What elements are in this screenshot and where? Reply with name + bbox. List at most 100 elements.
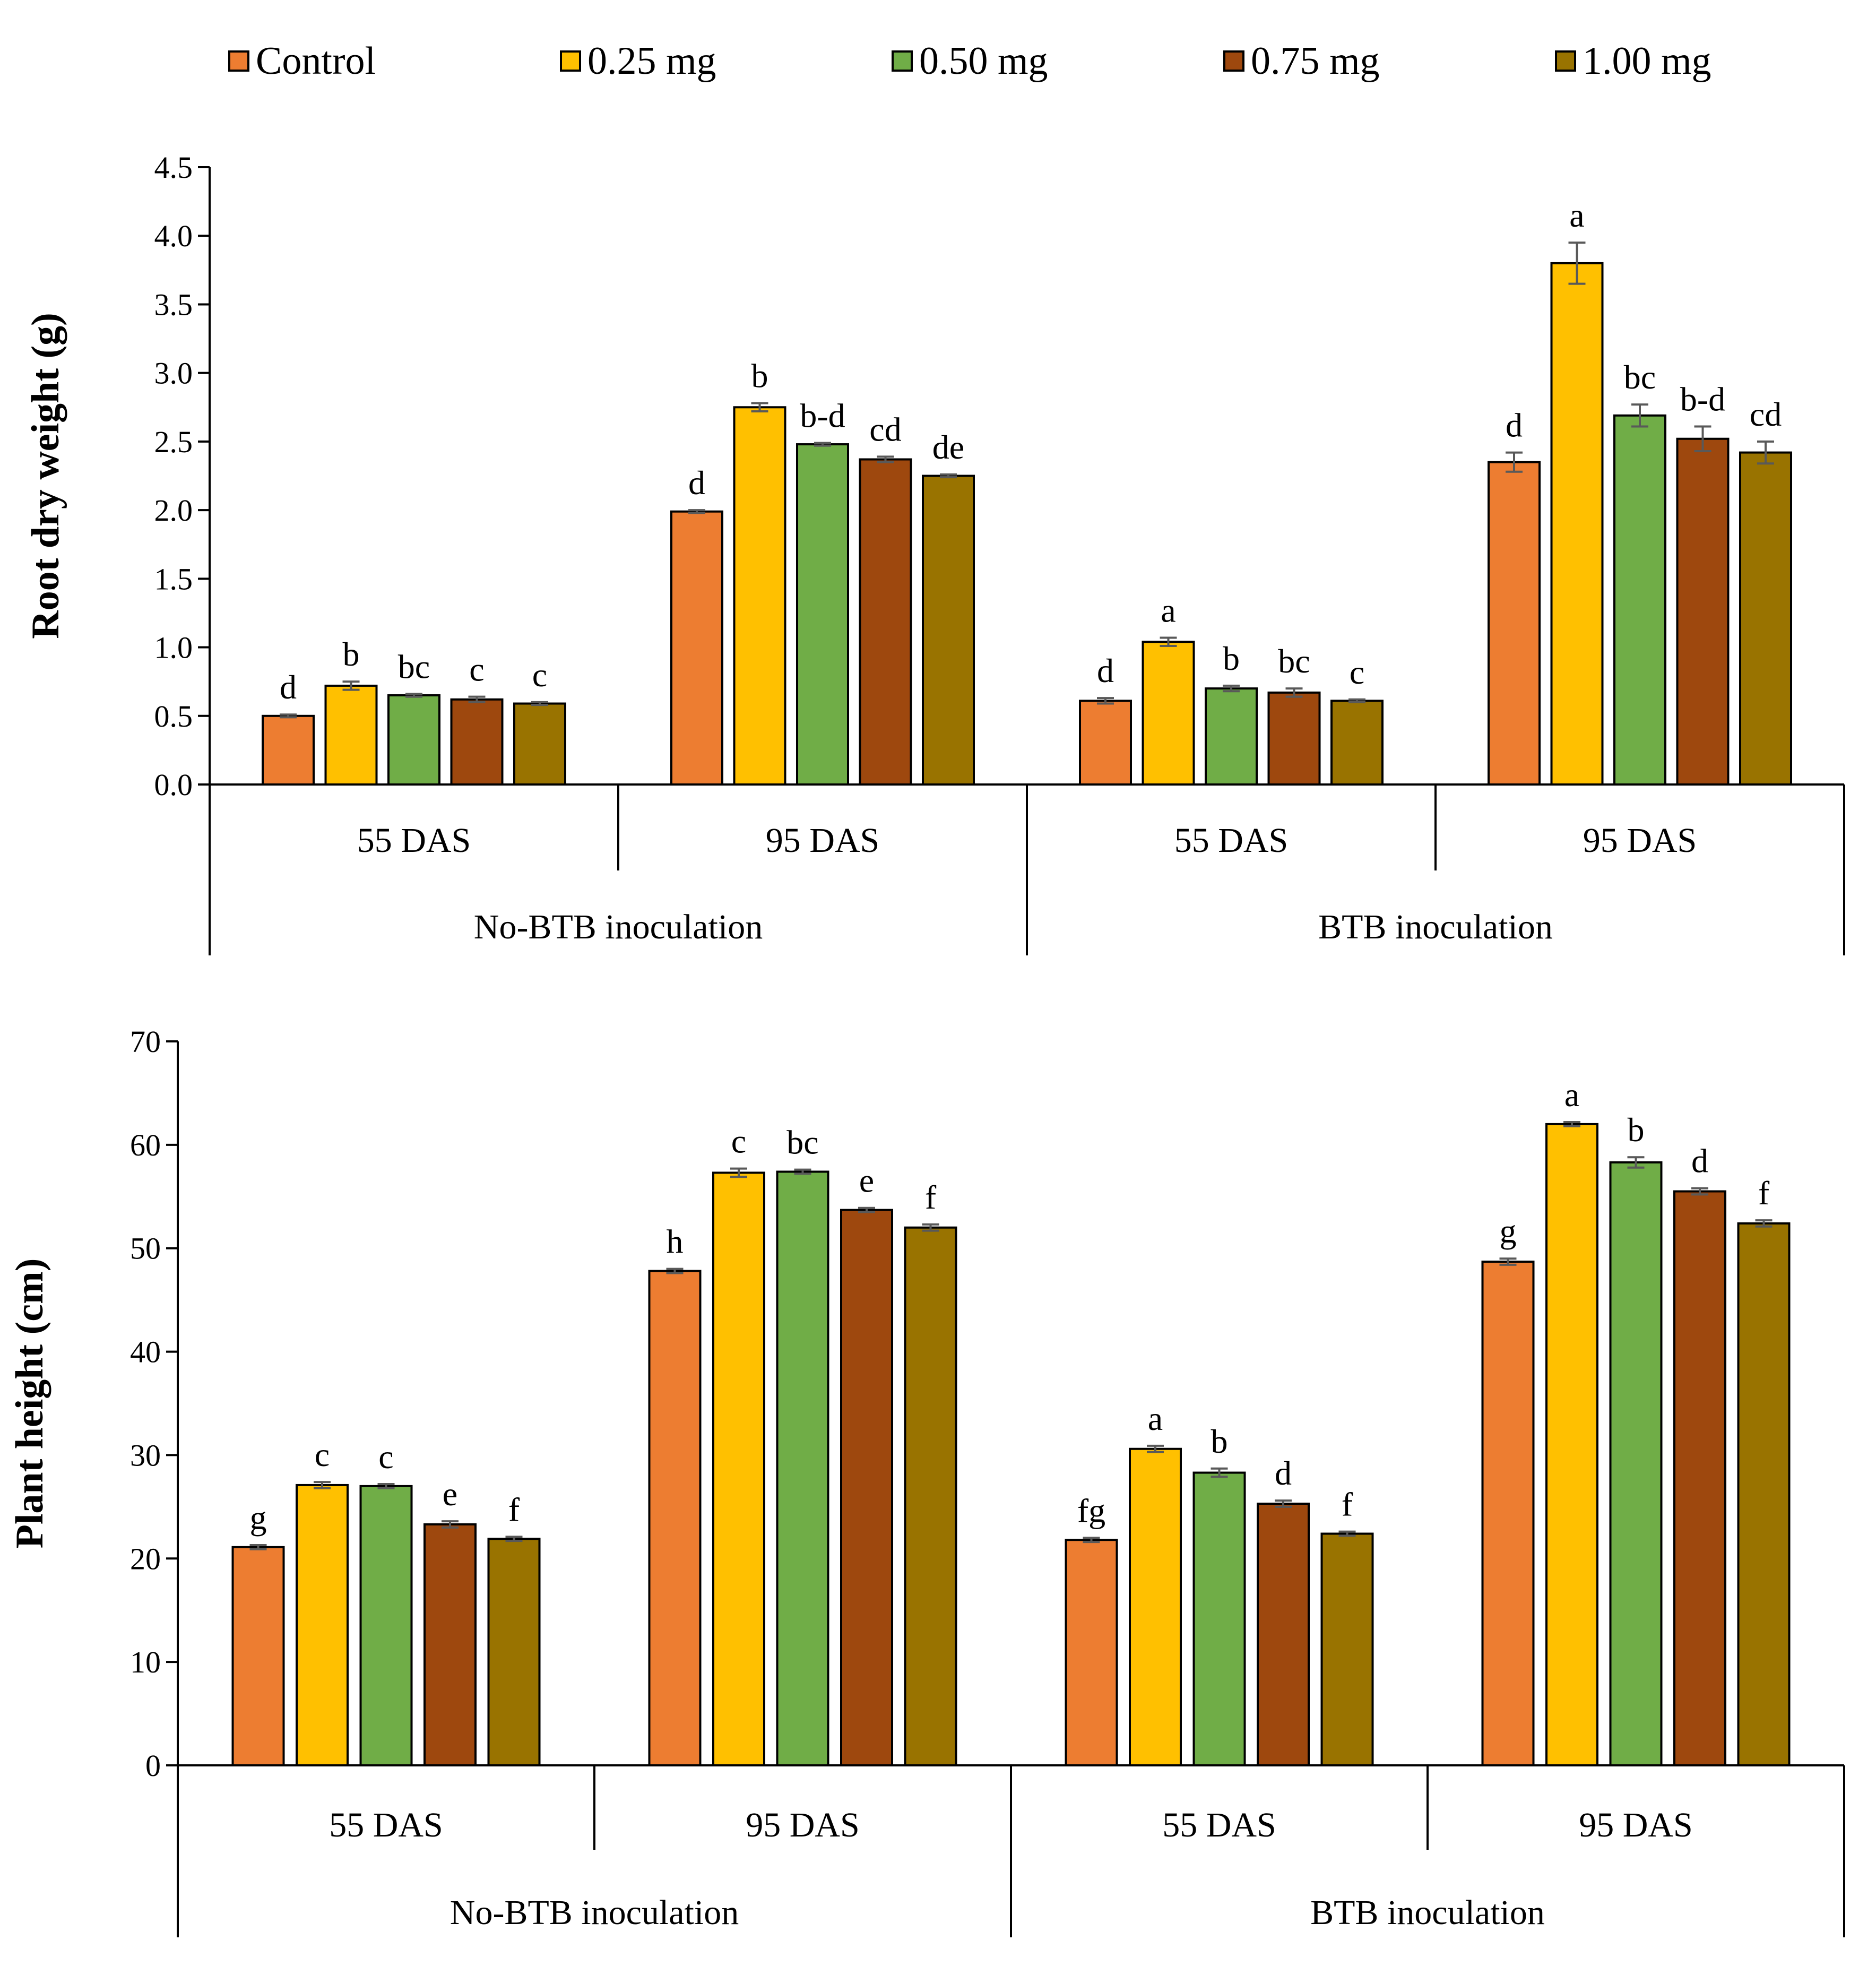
bar xyxy=(1739,451,1792,786)
y-tick-label: 0 xyxy=(145,1748,161,1783)
bar xyxy=(1737,1222,1791,1766)
bar xyxy=(231,1546,285,1766)
bar xyxy=(1481,1261,1535,1766)
y-tick-label: 60 xyxy=(130,1128,161,1162)
error-bar xyxy=(1083,1537,1100,1544)
significance-letter: c xyxy=(532,656,547,694)
significance-letter: de xyxy=(932,428,964,466)
significance-letter: g xyxy=(1500,1212,1517,1250)
significance-letter: f xyxy=(925,1178,937,1216)
error-bar xyxy=(1499,1257,1517,1266)
y-tick-label: 4.5 xyxy=(154,150,193,185)
significance-letter: d xyxy=(1506,407,1523,444)
significance-letter: b xyxy=(751,357,768,395)
error-bar xyxy=(1568,242,1586,285)
bar xyxy=(1673,1190,1726,1767)
y-tick-label: 70 xyxy=(130,1024,161,1059)
significance-letter: b xyxy=(343,635,360,673)
error-bar xyxy=(1275,1499,1292,1508)
y-tick-label: 3.5 xyxy=(154,287,193,322)
group-label: 95 DAS xyxy=(766,821,880,860)
y-tick-label: 1.0 xyxy=(154,631,193,665)
error-bar xyxy=(1691,1187,1708,1196)
bar xyxy=(1613,414,1666,786)
bar xyxy=(423,1523,477,1767)
group-label: 55 DAS xyxy=(357,821,471,860)
error-bar xyxy=(1757,440,1774,465)
error-bar xyxy=(814,442,831,447)
bar xyxy=(670,510,723,786)
error-bar xyxy=(1627,1156,1645,1169)
error-bar xyxy=(1285,687,1303,698)
legend-label: 1.00 mg xyxy=(1583,39,1711,83)
legend-swatch xyxy=(228,50,249,72)
significance-letter: fg xyxy=(1077,1491,1105,1529)
error-bar xyxy=(531,701,548,706)
bar xyxy=(513,702,566,786)
error-bar xyxy=(858,1206,875,1213)
y-tick-label: 2.0 xyxy=(154,493,193,528)
bar xyxy=(359,1485,413,1766)
y-tick-label: 1.5 xyxy=(154,562,193,596)
significance-letter: bc xyxy=(1278,642,1310,680)
group-label: 95 DAS xyxy=(1583,821,1697,860)
error-bar xyxy=(1097,697,1114,705)
bar xyxy=(1320,1532,1374,1767)
legend-item: Control xyxy=(228,21,376,101)
bar xyxy=(1267,691,1321,786)
significance-letter: a xyxy=(1161,591,1175,629)
legend-item: 0.25 mg xyxy=(560,21,716,101)
bar xyxy=(1142,641,1195,786)
significance-letter: a xyxy=(1569,196,1584,234)
significance-letter: c xyxy=(469,651,484,688)
legend: Control 0.25 mg 0.50 mg 0.75 mg 1.00 mg xyxy=(0,21,1876,101)
y-tick-label: 50 xyxy=(130,1231,161,1266)
significance-letter: d xyxy=(1691,1142,1708,1180)
group-label: 55 DAS xyxy=(1174,821,1289,860)
legend-item: 0.50 mg xyxy=(892,21,1048,101)
legend-label: 0.75 mg xyxy=(1251,39,1380,83)
error-bar xyxy=(1348,698,1365,703)
legend-item: 1.00 mg xyxy=(1555,21,1711,101)
error-bar xyxy=(249,1544,267,1550)
significance-letter: b xyxy=(1211,1422,1228,1460)
significance-letter: cd xyxy=(1750,395,1782,433)
significance-letter: a xyxy=(1148,1400,1163,1437)
error-bar xyxy=(940,473,957,479)
significance-letter: bc xyxy=(398,648,430,685)
plant-height-chart: 0 10 20 30 40 50 60 70 Plant height (cm) 55 DAS 95… xyxy=(8,1024,1845,1937)
y-tick-label: 10 xyxy=(130,1645,161,1679)
bar xyxy=(648,1270,702,1766)
significance-letter: c xyxy=(731,1123,746,1160)
bar xyxy=(1205,687,1258,786)
legend-label: Control xyxy=(256,39,376,83)
group-label: 95 DAS xyxy=(746,1806,860,1844)
significance-letter: d xyxy=(280,668,297,706)
error-bar xyxy=(794,1168,811,1175)
legend-label: 0.25 mg xyxy=(587,39,716,83)
legend-swatch xyxy=(1223,50,1244,72)
significance-letter: c xyxy=(315,1436,330,1473)
significance-letter: cd xyxy=(869,410,901,448)
bar xyxy=(1545,1123,1598,1766)
significance-letter: h xyxy=(667,1223,684,1261)
bar xyxy=(1488,461,1541,786)
error-bar xyxy=(922,1223,939,1232)
error-bar xyxy=(342,680,360,691)
bar xyxy=(387,694,440,786)
legend-label: 0.50 mg xyxy=(919,39,1048,83)
bar xyxy=(1550,262,1604,786)
supergroup-label: No-BTB inoculation xyxy=(474,908,763,946)
error-bar xyxy=(1338,1530,1356,1537)
significance-letter: c xyxy=(1350,653,1364,691)
y-tick-label: 20 xyxy=(130,1541,161,1576)
legend-swatch xyxy=(1555,50,1576,72)
error-bar xyxy=(1506,451,1523,473)
y-axis-title: Root dry weight (g) xyxy=(24,313,67,639)
group-label: 95 DAS xyxy=(1579,1806,1693,1844)
error-bar xyxy=(280,713,297,719)
error-bar xyxy=(1223,684,1240,693)
error-bar xyxy=(688,509,705,514)
y-tick-label: 30 xyxy=(130,1438,161,1472)
